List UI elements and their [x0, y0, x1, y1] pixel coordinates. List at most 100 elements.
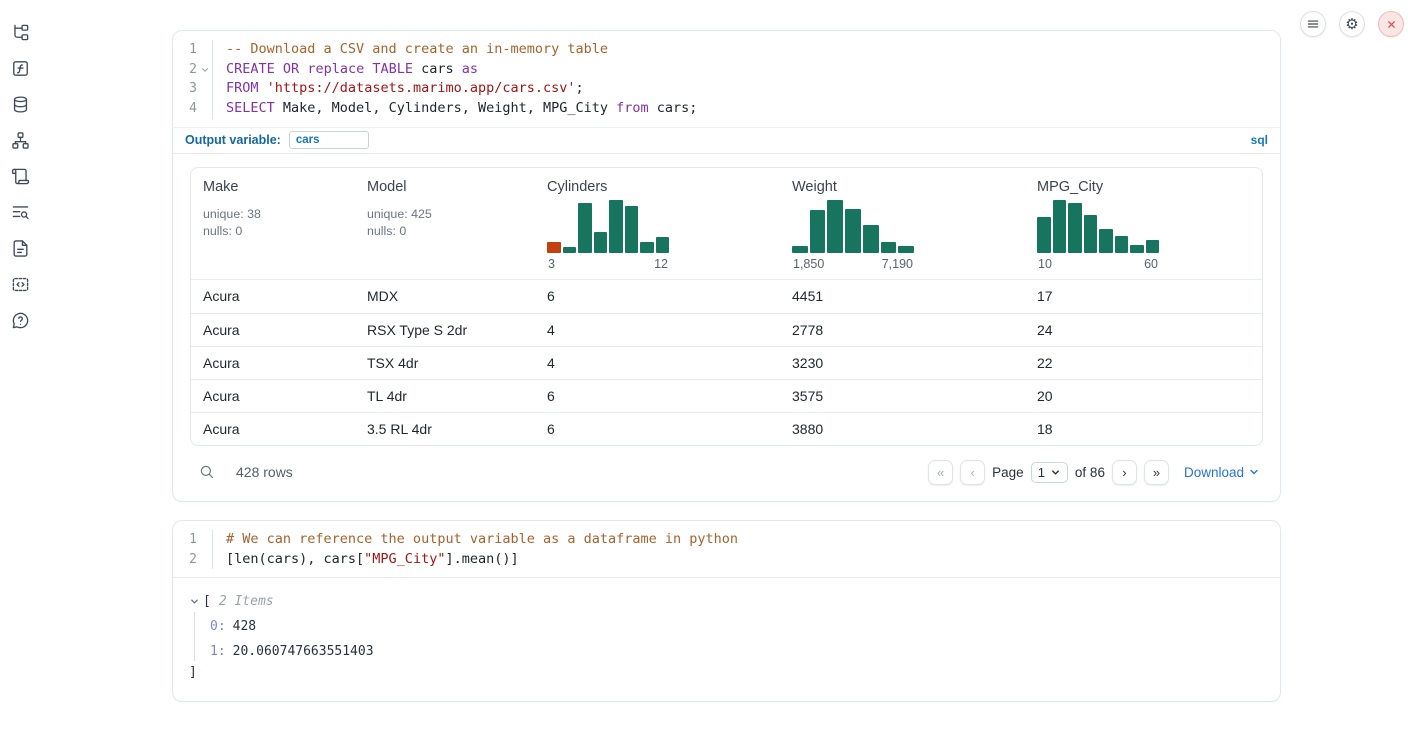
notebook: 1-- Download a CSV and create an in-memo… — [172, 30, 1281, 720]
histogram-bar[interactable] — [845, 209, 861, 253]
last-page-button[interactable]: » — [1144, 460, 1169, 485]
python-cell: 1# We can reference the output variable … — [172, 520, 1281, 702]
sidebar-functions-button[interactable] — [8, 56, 32, 80]
table-cell: 22 — [1025, 355, 1262, 371]
histogram-bar[interactable] — [563, 247, 577, 253]
helper-panel-sidebar — [8, 20, 32, 332]
download-button[interactable]: Download — [1184, 465, 1260, 480]
histogram-bar[interactable] — [1084, 215, 1098, 253]
pagination: « ‹ Page 1 of 86 › » — [928, 460, 1169, 485]
snippets-icon — [11, 275, 30, 294]
collapse-chevron-icon[interactable] — [189, 596, 200, 607]
histogram-bar[interactable] — [1068, 203, 1082, 253]
sidebar-file-tree-button[interactable] — [8, 20, 32, 44]
histogram-bar[interactable] — [547, 242, 561, 253]
code-text[interactable]: CREATE OR replace TABLE cars as — [213, 60, 478, 80]
prev-page-button[interactable]: ‹ — [960, 460, 985, 485]
column-header-make[interactable]: Makeunique: 38nulls: 0 — [191, 168, 355, 279]
line-number: 3 — [189, 79, 197, 99]
sidebar-datasources-button[interactable] — [8, 92, 32, 116]
column-header-model[interactable]: Modelunique: 425nulls: 0 — [355, 168, 535, 279]
output-variable-input[interactable] — [289, 131, 369, 149]
histogram-axis-labels: 1,8507,190 — [792, 257, 914, 271]
line-gutter: 3 — [173, 79, 213, 99]
histogram-bar[interactable] — [881, 242, 897, 253]
output-variable-label: Output variable: — [185, 133, 281, 147]
histogram-bar[interactable] — [609, 200, 623, 253]
histogram-bar[interactable] — [898, 246, 914, 253]
sidebar-scratchpad-button[interactable] — [8, 164, 32, 188]
histogram-bar[interactable] — [1053, 200, 1067, 253]
column-name: MPG_City — [1037, 179, 1250, 195]
table-row: AcuraRSX Type S 2dr4277824 — [191, 313, 1262, 346]
search-button[interactable] — [198, 463, 216, 481]
fold-chevron-icon[interactable] — [198, 63, 211, 76]
table-cell: 3880 — [780, 421, 1025, 437]
histogram-bar[interactable] — [1099, 229, 1113, 253]
sidebar-snippets-button[interactable] — [8, 272, 32, 296]
documentation-icon — [11, 239, 30, 258]
sql-cell-output: Makeunique: 38nulls: 0Modelunique: 425nu… — [173, 153, 1280, 501]
histogram-bar[interactable] — [863, 225, 879, 253]
histogram-bar[interactable] — [1130, 245, 1144, 253]
line-gutter: 4 — [173, 99, 213, 119]
histogram-bar[interactable] — [1146, 240, 1160, 253]
histogram-bar[interactable] — [1115, 236, 1129, 253]
histogram-axis-labels: 1060 — [1037, 257, 1159, 271]
python-code-editor[interactable]: 1# We can reference the output variable … — [173, 521, 1280, 577]
tree-close-bracket: ] — [189, 665, 1264, 680]
histogram-bar[interactable] — [827, 200, 843, 253]
chevron-down-icon — [1248, 466, 1260, 478]
table-cell: 18 — [1025, 421, 1262, 437]
column-stats: unique: 38nulls: 0 — [203, 206, 343, 240]
chevron-down-icon — [1050, 467, 1061, 478]
sidebar-logs-search-button[interactable] — [8, 200, 32, 224]
histogram-bar[interactable] — [656, 237, 670, 253]
table-cell: 3.5 RL 4dr — [355, 421, 535, 437]
page-select-value: 1 — [1038, 465, 1045, 480]
stat-line: nulls: 0 — [203, 223, 343, 240]
first-page-button[interactable]: « — [928, 460, 953, 485]
axis-max-label: 60 — [1144, 257, 1158, 271]
scratchpad-icon — [11, 167, 30, 186]
page-select[interactable]: 1 — [1031, 462, 1068, 483]
histogram-bar[interactable] — [1037, 217, 1051, 253]
histogram-bar[interactable] — [810, 210, 826, 253]
data-table: Makeunique: 38nulls: 0Modelunique: 425nu… — [190, 167, 1263, 446]
column-header-cylinders[interactable]: Cylinders312 — [535, 168, 780, 279]
histogram-bar[interactable] — [640, 242, 654, 253]
column-header-mpg_city[interactable]: MPG_City 1060 — [1025, 168, 1262, 279]
histogram-bars — [1037, 200, 1159, 253]
sidebar-help-button[interactable] — [8, 308, 32, 332]
code-text[interactable]: SELECT Make, Model, Cylinders, Weight, M… — [213, 99, 697, 119]
code-text[interactable]: # We can reference the output variable a… — [213, 530, 738, 550]
code-text[interactable]: -- Download a CSV and create an in-memor… — [213, 40, 608, 60]
dependency-graph-icon — [11, 131, 30, 150]
code-text[interactable]: [len(cars), cars["MPG_City"].mean()] — [213, 550, 519, 570]
line-gutter: 1 — [173, 40, 213, 60]
line-number: 2 — [189, 550, 197, 570]
settings-button[interactable]: ⚙ — [1339, 11, 1365, 37]
shutdown-button[interactable] — [1378, 11, 1404, 37]
code-text[interactable]: FROM 'https://datasets.marimo.app/cars.c… — [213, 79, 584, 99]
histogram-bar[interactable] — [625, 206, 639, 253]
output-variable-row: Output variable: sql — [173, 127, 1280, 153]
histogram-bars — [547, 200, 669, 253]
histogram-bars — [792, 200, 914, 253]
histogram-bar[interactable] — [578, 203, 592, 253]
sidebar-documentation-button[interactable] — [8, 236, 32, 260]
sidebar-dependency-graph-button[interactable] — [8, 128, 32, 152]
code-line: 4SELECT Make, Model, Cylinders, Weight, … — [173, 99, 1280, 119]
tree-open-bracket: [ — [203, 594, 211, 609]
histogram-bar[interactable] — [792, 246, 808, 253]
menu-button[interactable] — [1300, 11, 1326, 37]
language-badge: sql — [1251, 133, 1268, 147]
table-body: AcuraMDX6445117AcuraRSX Type S 2dr427782… — [191, 280, 1262, 445]
functions-icon — [11, 59, 30, 78]
column-header-weight[interactable]: Weight1,8507,190 — [780, 168, 1025, 279]
table-cell: 20 — [1025, 388, 1262, 404]
table-cell: 6 — [535, 421, 780, 437]
sql-code-editor[interactable]: 1-- Download a CSV and create an in-memo… — [173, 31, 1280, 127]
next-page-button[interactable]: › — [1112, 460, 1137, 485]
histogram-bar[interactable] — [594, 232, 608, 253]
